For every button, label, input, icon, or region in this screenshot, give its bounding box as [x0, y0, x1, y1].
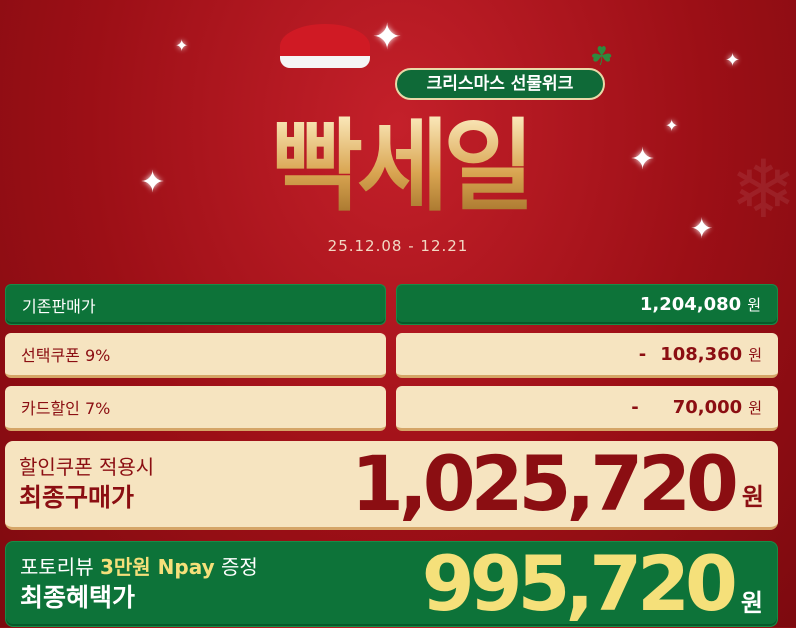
row-label-card: 카드할인 7% — [5, 386, 386, 431]
snowflake-icon: ❄ — [730, 143, 796, 236]
minus: - — [638, 343, 647, 365]
minus: - — [631, 396, 639, 418]
sale-title: 빡세일 — [180, 108, 620, 226]
unit: 원 — [748, 398, 762, 417]
sparkle-icon: ✦ — [372, 17, 403, 58]
sparkle-icon: ✦ — [665, 116, 679, 135]
unit: 원 — [741, 483, 764, 511]
unit: 원 — [740, 589, 763, 617]
label: 기존판매가 — [22, 296, 96, 316]
label: 증정 — [214, 555, 258, 579]
label: 최종구매가 — [19, 483, 135, 512]
label: 카드할인 7% — [21, 399, 111, 418]
row-value-original-price: 1,204,080 원 — [396, 284, 778, 325]
value: 108,360 — [660, 343, 743, 365]
row-label-original-price: 기존판매가 — [5, 284, 386, 325]
sparkle-icon: ✦ — [175, 36, 189, 55]
row-label-coupon: 선택쿠폰 9% — [5, 333, 386, 378]
amount: 1,025,720 — [350, 439, 739, 528]
value: 70,000 — [672, 396, 743, 418]
unit: 원 — [747, 296, 761, 314]
sparkle-icon: ✦ — [690, 212, 714, 245]
label: 최종혜택가 — [20, 583, 136, 612]
amount: 995,720 — [421, 539, 738, 628]
label: 할인쿠폰 적용시 — [19, 455, 155, 479]
unit: 원 — [748, 345, 762, 364]
sparkle-icon: ✦ — [140, 165, 166, 200]
date-range: 25.12.08 - 12.21 — [327, 237, 469, 255]
row-value-coupon: -108,360 원 — [396, 333, 778, 378]
sparkle-icon: ✦ — [725, 50, 741, 71]
christmas-badge: 크리스마스 선물위크 — [395, 68, 605, 100]
highlight: 3만원 Npay — [99, 555, 215, 579]
label: 선택쿠폰 9% — [21, 346, 111, 365]
label: 포토리뷰 — [20, 555, 100, 579]
row-value-card: - 70,000 원 — [396, 386, 778, 431]
sparkle-icon: ✦ — [630, 142, 656, 177]
value: 1,204,080 — [639, 294, 742, 315]
santa-hat-icon — [280, 24, 370, 68]
holly-icon: ☘ — [590, 42, 614, 72]
